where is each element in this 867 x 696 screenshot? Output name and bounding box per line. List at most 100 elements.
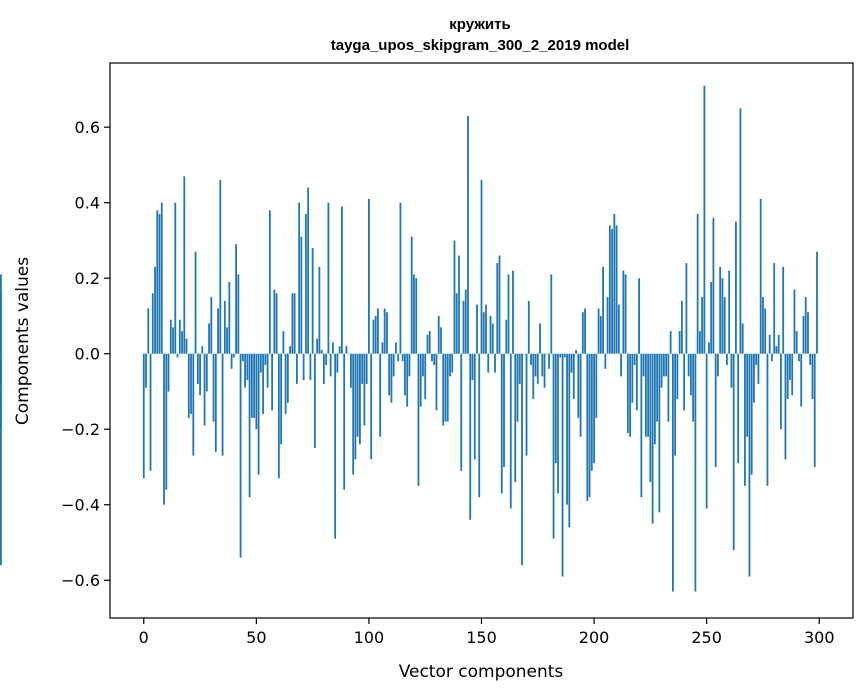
bar-292 [800,353,803,407]
bar-12 [169,319,172,354]
bar-127 [428,331,431,354]
bar-253 [712,217,715,354]
bar-273 [757,353,760,384]
bar-296 [809,353,812,366]
bar-168 [521,353,523,566]
bar-280 [773,263,776,354]
bar-27 [203,353,206,426]
x-tick-label: 250 [691,628,722,647]
bar-69 [298,202,301,354]
bar-133 [442,353,445,426]
bar-83 [329,353,332,377]
bar-6 [156,210,159,354]
bar-35 [221,353,224,456]
bar-39 [230,353,233,369]
bar-109 [388,353,391,396]
bar-96 [359,353,361,445]
bar-288 [791,353,794,396]
bar-121 [415,278,418,354]
bar-242 [687,353,690,377]
bar-171 [527,300,530,354]
bar-9 [163,353,165,505]
bar-246 [696,214,699,354]
bar-71 [302,353,305,381]
bar-298 [813,353,816,467]
bar-166 [516,353,519,422]
bar-153 [487,353,490,373]
bar-142 [462,300,465,354]
bar-238 [678,331,681,354]
bar-102 [372,319,375,354]
bar-197 [586,353,589,501]
y-tick-label: −0.2 [61,420,100,439]
bar-43 [239,353,242,558]
bar-180 [548,353,550,369]
y-tick-label: −0.4 [61,496,100,515]
bar-29 [208,323,210,354]
bar-18 [183,176,186,354]
bar-132 [440,327,442,354]
bar-248 [701,297,704,354]
bar-269 [748,353,751,577]
bar-257 [721,278,724,354]
bar-75 [311,248,314,354]
bar-217 [631,353,634,403]
bar-227 [653,353,656,445]
y-tick-label: 0.2 [75,269,100,288]
bar-104 [377,308,379,354]
bar-62 [282,331,285,354]
bar-67 [293,293,296,354]
bar-147 [473,353,476,460]
bar-58 [273,289,276,354]
bar-26 [201,346,204,354]
bar-61 [280,353,283,445]
bar-219 [635,353,638,411]
bar-188 [566,353,568,505]
bar-65 [289,346,292,354]
bar-271 [753,353,755,403]
bar-225 [649,353,652,483]
bar-113 [397,353,400,362]
bar-131 [437,315,440,354]
bar-57 [271,353,274,411]
bar-20 [187,353,190,418]
bar-151 [482,312,485,354]
bar-210 [615,225,618,354]
bar-185 [559,353,562,358]
bar-80 [322,353,325,384]
bar-7 [158,214,161,354]
bar-297 [811,353,814,400]
bar-105 [379,353,382,437]
bar-115 [401,353,404,362]
bar-245 [694,353,697,592]
bar-192 [575,349,577,354]
bar-174 [534,353,537,377]
bar-110 [390,353,393,403]
bar-150 [480,180,483,354]
bar-178 [543,353,546,388]
bar-94 [354,353,357,460]
bar-92 [350,353,352,388]
ticks-group: 0 50 100 150 200 250 300 −0.6 −0.4 −0.2 0.0 0.2 0.4 0… [61,118,834,647]
bar-48 [250,353,253,418]
x-axis-label: Vector components [399,662,564,682]
bar-79 [320,349,323,354]
y-tick-label: 0.4 [75,194,100,213]
bar-172 [530,353,532,366]
bar-52 [259,353,262,373]
bar-216 [629,353,631,437]
bar-233 [667,353,670,422]
bar-256 [719,266,722,354]
bar-252 [710,281,713,354]
bar-221 [640,353,643,498]
bar-161 [505,319,508,354]
bar-290 [795,331,798,354]
bar-202 [597,308,600,354]
y-axis-label: Components values [13,257,33,425]
bar-15 [176,353,179,358]
bar-208 [611,229,613,354]
bar-33 [217,308,219,354]
bar-272 [755,353,758,366]
bar-287 [789,353,791,381]
bar-160 [503,353,505,467]
